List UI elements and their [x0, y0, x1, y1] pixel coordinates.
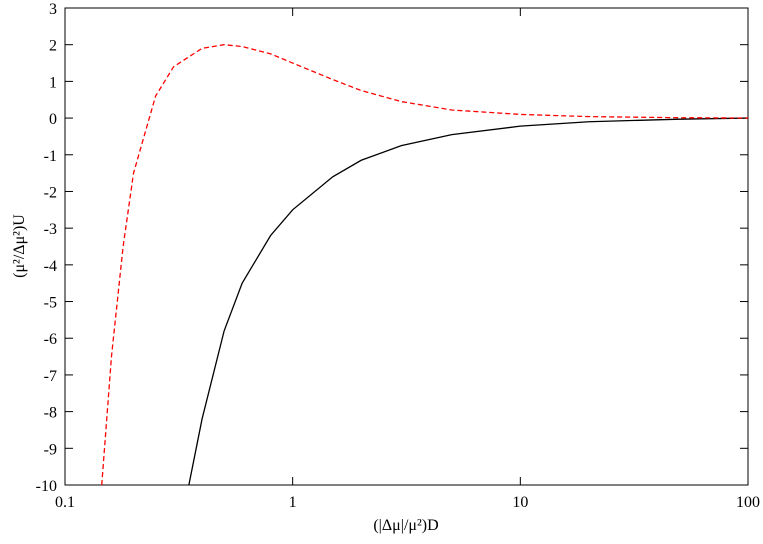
y-axis-label: (μ²/Δμ²)U — [11, 214, 28, 278]
y-tick-label: 1 — [49, 74, 57, 91]
y-tick-label: 2 — [49, 38, 57, 55]
y-tick-label: -3 — [44, 221, 57, 238]
y-tick-label: -5 — [44, 295, 57, 312]
y-tick-label: -7 — [44, 368, 57, 385]
y-tick-label: -10 — [36, 478, 57, 495]
data-line — [188, 117, 748, 485]
y-tick-label: 3 — [49, 1, 57, 18]
y-tick-label: -9 — [44, 441, 57, 458]
y-tick-label: -2 — [44, 184, 57, 201]
data-line — [101, 44, 748, 485]
x-axis-label: (|Δμ|/μ²)D — [373, 517, 438, 534]
x-tick-label: 0.1 — [55, 494, 75, 511]
y-tick-label: -4 — [44, 258, 57, 275]
y-tick-label: -8 — [44, 405, 57, 422]
y-tick-label: 0 — [49, 111, 57, 128]
plot-frame — [64, 7, 749, 486]
x-tick-label: 100 — [736, 494, 760, 511]
x-tick-label: 10 — [512, 494, 528, 511]
y-tick-label: -6 — [44, 331, 57, 348]
y-tick-label: -1 — [44, 148, 57, 165]
x-tick-label: 1 — [289, 494, 297, 511]
